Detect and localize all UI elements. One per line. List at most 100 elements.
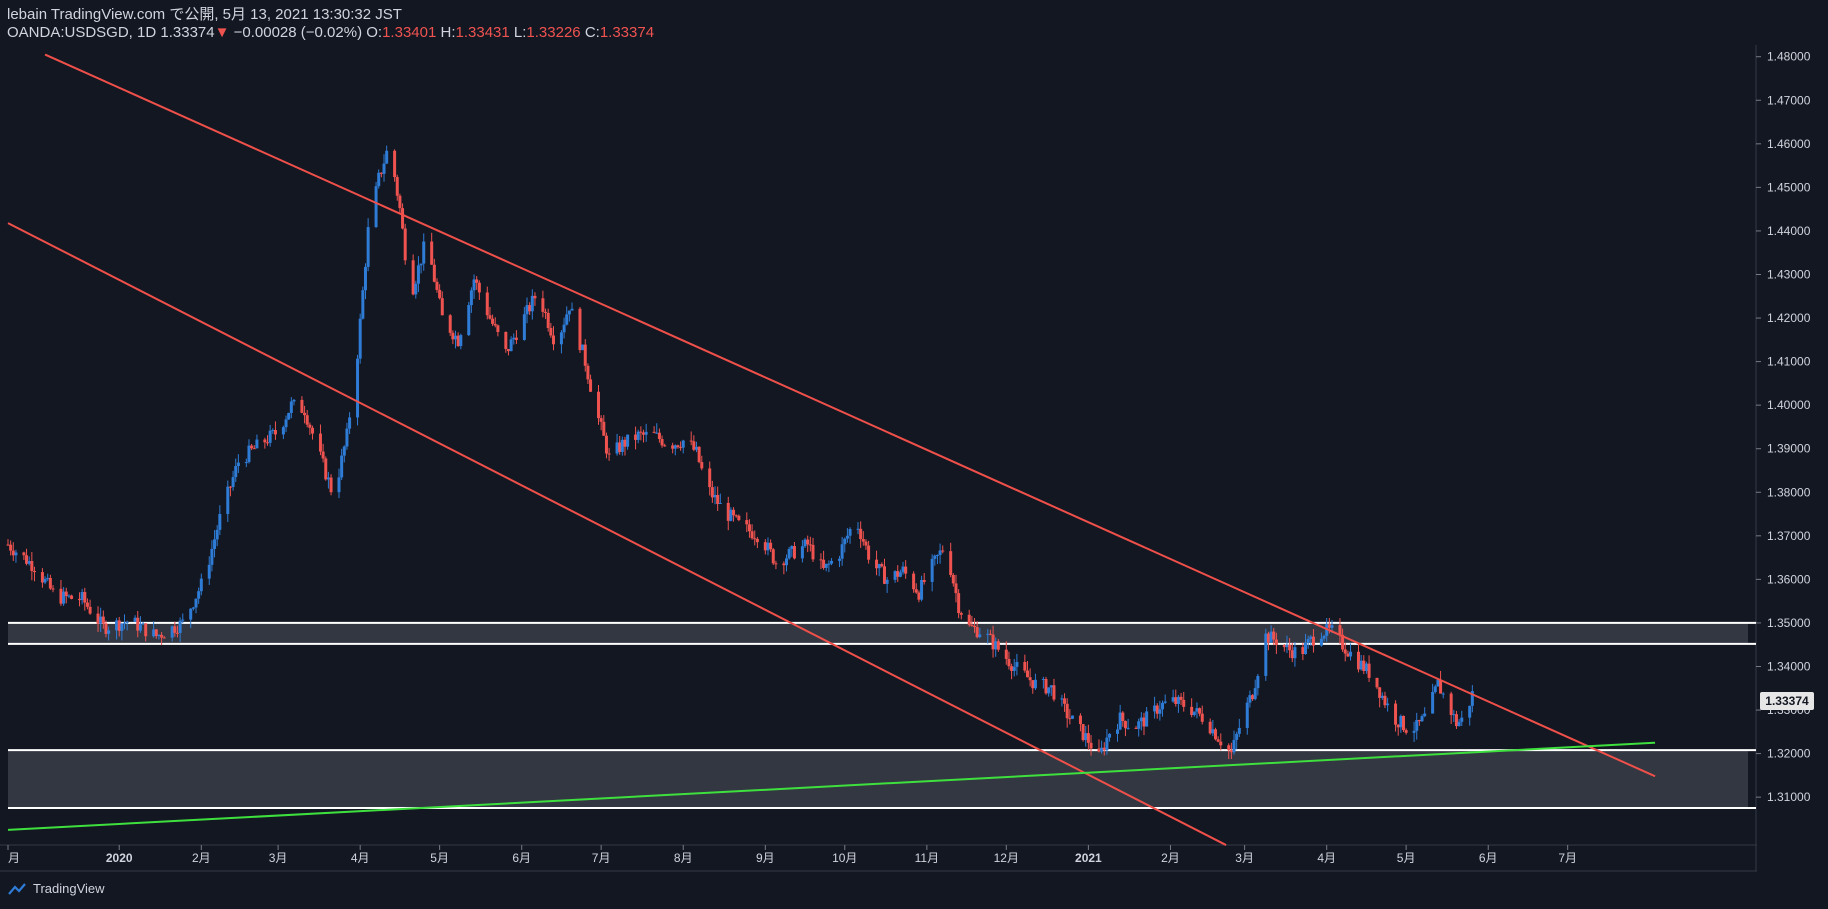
- candle-down: [988, 633, 992, 635]
- candle-down: [602, 421, 606, 436]
- candle-up: [1460, 717, 1464, 722]
- candle-down: [1007, 658, 1011, 667]
- candle-down: [808, 544, 812, 546]
- candle-up: [1349, 651, 1353, 657]
- candle-down: [819, 559, 823, 561]
- candle-down: [475, 279, 479, 283]
- candle-down: [448, 315, 452, 333]
- tradingview-logo[interactable]: TradingView: [6, 881, 105, 896]
- candle-up: [522, 314, 526, 340]
- low-label: L:: [513, 24, 527, 41]
- candle-down: [822, 559, 826, 568]
- zones-layer: [8, 621, 1756, 810]
- time-tick-label: 2020: [106, 851, 133, 865]
- candle-up: [1176, 696, 1180, 704]
- candle-up: [1293, 647, 1297, 659]
- candle-up: [827, 563, 831, 565]
- candle-down: [642, 432, 646, 435]
- candle-down: [671, 445, 675, 449]
- candle-down: [763, 542, 767, 551]
- candle-up: [615, 442, 619, 454]
- candle-down: [1200, 713, 1204, 722]
- candle-up: [1153, 705, 1157, 712]
- time-tick-label: 月: [8, 851, 20, 865]
- time-tick-label: 9月: [756, 851, 775, 865]
- candle-down: [941, 550, 945, 552]
- candle-down: [300, 399, 304, 413]
- candle-down: [734, 515, 738, 517]
- candle-up: [898, 572, 902, 577]
- candle-down: [393, 150, 397, 178]
- candle-down: [676, 445, 680, 448]
- candle-up: [356, 358, 360, 418]
- candle-up: [99, 616, 103, 624]
- candle-down: [144, 623, 148, 637]
- candle-up: [509, 339, 513, 352]
- candle-down: [491, 318, 495, 324]
- candle-down: [769, 542, 773, 550]
- price-tick-label: 1.36000: [1767, 572, 1811, 586]
- candle-down: [6, 544, 10, 546]
- candle-up: [655, 432, 659, 434]
- candle-up: [636, 431, 640, 440]
- candle-down: [324, 458, 328, 480]
- time-axis[interactable]: 月 2020 2月 3月 4月 5月 6月 7月 8月 9月 10月 11月 12月 2021 2月 3月 4月…: [7, 845, 1577, 865]
- symbol-label[interactable]: OANDA:USDSGD, 1D: [7, 24, 157, 41]
- candle-up: [1319, 638, 1323, 646]
- candle-down: [1454, 714, 1458, 727]
- candle-down: [1121, 712, 1125, 722]
- candle-down: [859, 528, 863, 540]
- candle-down: [991, 634, 995, 650]
- candle-down: [750, 531, 754, 539]
- candle-down: [618, 442, 622, 452]
- candle-up: [986, 633, 990, 635]
- candle-down: [162, 637, 166, 639]
- candle-down: [1301, 647, 1305, 655]
- candle-down: [599, 418, 603, 422]
- candle-up: [1161, 702, 1165, 710]
- candle-up: [565, 314, 569, 325]
- candle-up: [1158, 709, 1162, 714]
- candle-down: [440, 298, 444, 316]
- candle-up: [1264, 633, 1268, 676]
- candle-up: [644, 431, 648, 435]
- price-tick-label: 1.34000: [1767, 659, 1811, 673]
- support-zone: [8, 750, 1748, 809]
- candle-down: [1417, 720, 1421, 722]
- candle-down: [951, 575, 955, 584]
- candle-down: [806, 539, 810, 545]
- candle-up: [1399, 715, 1403, 728]
- candle-down: [1346, 653, 1350, 657]
- candle-up: [1330, 625, 1334, 628]
- candle-down: [954, 583, 958, 594]
- candle-up: [1253, 688, 1257, 700]
- candle-down: [586, 365, 590, 380]
- candle-down: [308, 424, 312, 428]
- candle-up: [1041, 679, 1045, 681]
- high-label: H:: [440, 24, 456, 41]
- candle-down: [1065, 703, 1069, 719]
- candle-down: [398, 195, 402, 209]
- candle-down: [864, 541, 868, 546]
- candle-down: [1266, 633, 1270, 643]
- candle-down: [544, 311, 548, 313]
- candle-up: [374, 186, 378, 228]
- candle-down: [1343, 649, 1347, 654]
- candle-up: [525, 305, 529, 315]
- candle-down: [737, 515, 741, 521]
- ohlc-legend: OANDA:USDSGD, 1D 1.33374▼ −0.00028 (−0.0…: [7, 24, 654, 42]
- candle-down: [435, 281, 439, 290]
- candle-down: [1089, 742, 1093, 749]
- candle-up: [138, 624, 142, 631]
- candle-up: [1192, 711, 1196, 716]
- price-tick-label: 1.35000: [1767, 616, 1811, 630]
- candle-up: [67, 595, 71, 597]
- candle-up: [729, 509, 733, 521]
- candle-up: [845, 535, 849, 539]
- candle-down: [1213, 729, 1217, 740]
- price-axis[interactable]: 1.48000 1.47000 1.46000 1.45000 1.44000 1.430…: [1756, 50, 1811, 804]
- candle-down: [904, 566, 908, 574]
- candle-up: [459, 335, 463, 347]
- price-axis-background: [1757, 0, 1828, 909]
